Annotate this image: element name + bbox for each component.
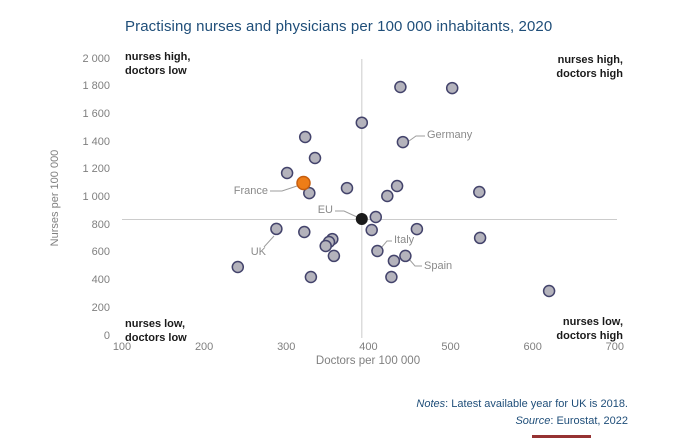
data-point-countries xyxy=(542,284,556,298)
data-point-countries xyxy=(319,239,332,253)
quadrant-label-bottom-left: nurses low, doctors low xyxy=(125,317,187,345)
quadrant-label-top-left: nurses high, doctors low xyxy=(125,50,190,78)
quadrant-label-line: nurses low, xyxy=(125,318,186,330)
data-point-countries xyxy=(399,249,412,263)
y-tick-label: 600 xyxy=(91,246,110,259)
notes-text: : Latest available year for UK is 2018. xyxy=(445,398,628,410)
y-tick-label: 200 xyxy=(91,301,110,314)
quadrant-label-line: nurses high, xyxy=(125,51,191,63)
data-point-countries xyxy=(473,185,486,199)
quadrant-label-line: doctors high xyxy=(556,68,623,80)
data-point-countries xyxy=(304,270,318,284)
x-tick-label: 700 xyxy=(605,341,624,353)
notes-prefix: Notes xyxy=(416,398,446,410)
data-point-countries xyxy=(280,166,294,180)
x-tick-label: 100 xyxy=(112,341,132,353)
footer-accent-line xyxy=(532,435,591,438)
y-tick-label: 1 600 xyxy=(82,107,110,120)
data-point-countries xyxy=(308,151,322,165)
y-tick-label: 800 xyxy=(91,218,110,231)
data-point-countries xyxy=(385,270,398,284)
leader-line-france xyxy=(270,185,298,192)
source-prefix: Source xyxy=(515,415,551,427)
data-point-countries xyxy=(303,186,316,200)
data-point-countries xyxy=(381,189,394,203)
data-point-countries xyxy=(473,231,487,245)
data-point-countries xyxy=(390,179,404,193)
y-tick-label: 1 000 xyxy=(82,191,110,203)
data-point-countries xyxy=(231,260,245,274)
data-point-countries xyxy=(365,223,378,237)
y-tick-label: 1 400 xyxy=(82,135,110,148)
country-label-france: France xyxy=(233,185,268,197)
data-point-countries xyxy=(355,116,369,129)
data-point-countries xyxy=(327,249,341,263)
data-point-countries xyxy=(387,254,401,268)
x-tick-label: 500 xyxy=(441,341,460,353)
notes-line: Notes: Latest available year for UK is 2… xyxy=(416,396,628,413)
data-point-countries xyxy=(445,81,459,95)
data-point-countries xyxy=(298,225,311,239)
y-tick-label: 2 000 xyxy=(82,52,110,65)
data-point-eu xyxy=(355,213,368,225)
quadrant-label-line: doctors low xyxy=(125,65,187,77)
x-tick-label: 200 xyxy=(194,341,214,353)
data-point-countries xyxy=(369,210,383,224)
x-tick-label: 300 xyxy=(277,341,296,353)
quadrant-label-bottom-right: nurses low, doctors high xyxy=(556,315,623,343)
x-axis-label: Doctors per 100 000 xyxy=(315,355,421,367)
data-point-countries xyxy=(270,222,283,236)
source-text: : Eurostat, 2022 xyxy=(550,415,628,427)
chart-title: Practising nurses and physicians per 100… xyxy=(125,18,553,35)
country-label-spain: Spain xyxy=(424,260,453,272)
quadrant-label-line: doctors low xyxy=(125,332,187,344)
data-point-france xyxy=(296,175,311,191)
source-line: Source: Eurostat, 2022 xyxy=(416,413,628,430)
y-tick-label: 1 200 xyxy=(82,163,110,176)
leader-line-spain xyxy=(408,258,422,267)
y-tick-label: 400 xyxy=(91,274,110,287)
country-label-eu: EU xyxy=(317,204,333,216)
data-point-countries xyxy=(340,181,354,195)
data-point-countries xyxy=(298,130,312,144)
x-tick-label: 400 xyxy=(359,341,378,353)
country-label-uk: UK xyxy=(250,246,266,258)
x-tick-label: 600 xyxy=(523,341,542,353)
leader-line-italy xyxy=(380,240,392,249)
leader-line-eu xyxy=(335,210,358,218)
country-label-italy: Italy xyxy=(394,234,415,246)
data-point-countries xyxy=(322,235,336,249)
y-tick-label: 1 800 xyxy=(82,80,110,93)
leader-line-germany xyxy=(408,135,425,142)
data-point-countries xyxy=(371,244,384,258)
country-label-germany: Germany xyxy=(427,129,473,141)
footer-notes: Notes: Latest available year for UK is 2… xyxy=(416,396,628,430)
data-point-countries xyxy=(326,232,339,246)
y-tick-label: 0 xyxy=(103,329,110,342)
data-point-countries xyxy=(396,135,410,149)
quadrant-label-line: nurses low, xyxy=(562,316,623,328)
quadrant-label-line: nurses high, xyxy=(557,54,623,66)
data-point-countries xyxy=(394,80,407,94)
quadrant-label-line: doctors high xyxy=(556,330,623,342)
quadrant-label-top-right: nurses high, doctors high xyxy=(556,53,623,81)
